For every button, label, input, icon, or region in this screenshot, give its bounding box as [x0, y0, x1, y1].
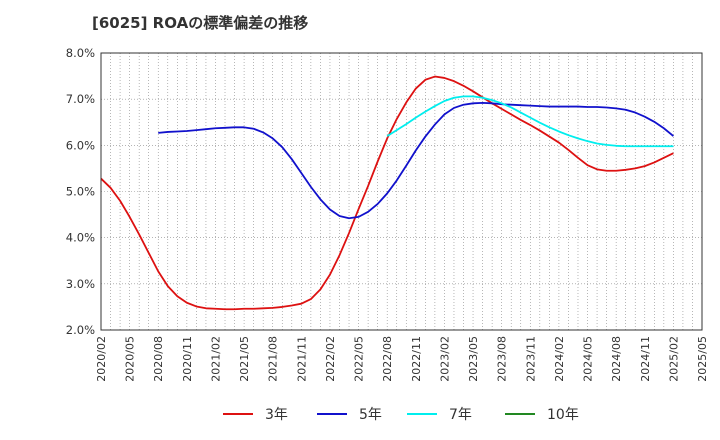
y-tick-label: 5.0% [66, 185, 95, 199]
y-tick-label: 3.0% [66, 277, 95, 291]
series-line-7年 [386, 95, 674, 148]
x-tick-label: 2020/02 [95, 336, 108, 382]
x-tick-label: 2024/08 [610, 336, 623, 382]
x-tick-label: 2020/08 [152, 336, 165, 382]
x-tick-label: 2021/11 [295, 336, 308, 382]
plot-frame [100, 52, 703, 331]
x-tick-label: 2022/02 [324, 336, 337, 382]
x-tick-label: 2021/08 [267, 336, 280, 382]
x-tick-label: 2024/05 [582, 336, 595, 382]
x-tick-label: 2023/11 [524, 336, 537, 382]
x-tick-label: 2020/05 [124, 336, 137, 382]
x-tick-label: 2023/08 [496, 336, 509, 382]
y-axis-ticks: 2.0% 3.0% 4.0% 5.0% 6.0% 7.0% 8.0% [66, 46, 95, 337]
y-tick-label: 8.0% [66, 46, 95, 60]
y-tick-label: 2.0% [66, 323, 95, 337]
y-tick-label: 4.0% [66, 231, 95, 245]
grid [101, 53, 702, 330]
series-line-3年 [100, 75, 674, 311]
x-tick-label: 2023/02 [438, 336, 451, 382]
legend: 3年 5年 7年 10年 [223, 407, 579, 423]
x-tick-label: 2023/05 [467, 336, 480, 382]
x-tick-label: 2022/05 [353, 336, 366, 382]
x-tick-label: 2025/02 [667, 336, 680, 382]
x-tick-label: 2024/02 [553, 336, 566, 382]
x-tick-label: 2020/11 [181, 336, 194, 382]
chart-title: [6025] ROAの標準偏差の推移 [92, 14, 308, 32]
x-axis-ticks: 2020/02 2020/05 2020/08 2020/11 2021/02 2021/… [95, 336, 709, 382]
x-tick-label: 2022/08 [381, 336, 394, 382]
x-tick-label: 2024/11 [639, 336, 652, 382]
series-line-5年 [158, 101, 674, 220]
x-tick-label: 2021/02 [209, 336, 222, 382]
legend-label: 7年 [449, 407, 472, 423]
x-tick-label: 2022/11 [410, 336, 423, 382]
legend-label: 10年 [547, 407, 579, 423]
series-lines [100, 75, 674, 311]
legend-label: 3年 [265, 407, 288, 423]
y-tick-label: 7.0% [66, 92, 95, 106]
x-tick-label: 2021/05 [238, 336, 251, 382]
x-tick-label: 2025/05 [696, 336, 709, 382]
y-tick-label: 6.0% [66, 138, 95, 152]
legend-label: 5年 [359, 407, 382, 423]
